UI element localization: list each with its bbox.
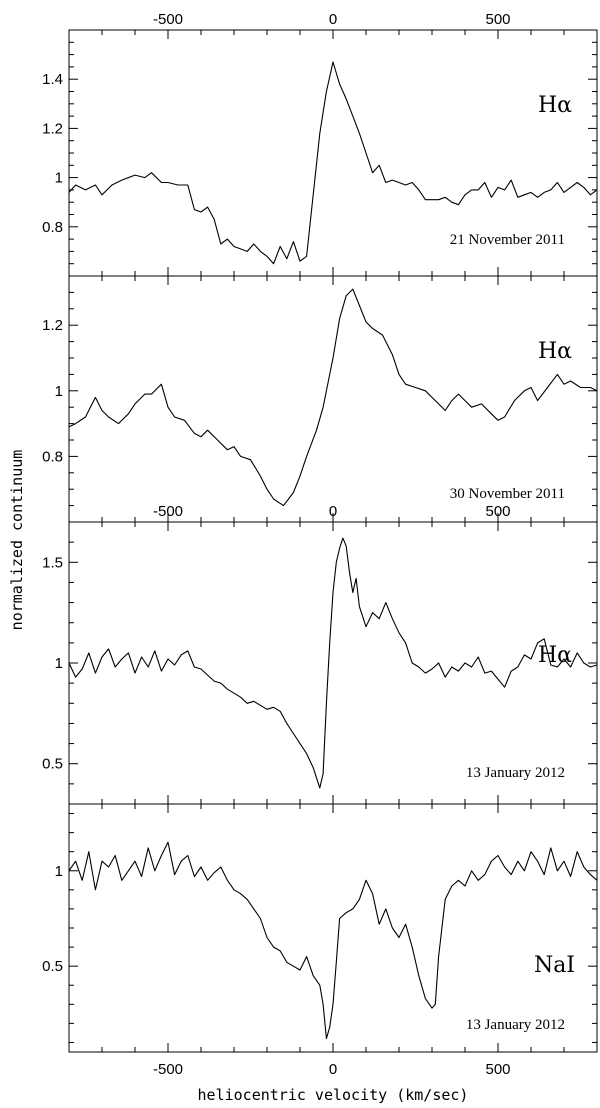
y-tick-label: 1.4 bbox=[42, 71, 63, 88]
panel-halpha-21nov2011: Hα 21 November 2011 0.8 1 1.2 1.4 -500 0 500 bbox=[42, 11, 598, 277]
x-axis-title: heliocentric velocity (km/sec) bbox=[198, 1086, 469, 1104]
y-tick-label: 1 bbox=[55, 383, 63, 400]
panel-nai-13jan2012: NaI 13 January 2012 0.5 1 -500 0 500 bbox=[42, 803, 598, 1078]
x-tick-label: -500 bbox=[153, 1061, 183, 1078]
spectrum-line bbox=[68, 288, 598, 507]
date-label: 21 November 2011 bbox=[450, 232, 565, 248]
y-tick-label: 0.8 bbox=[42, 219, 63, 236]
panel-halpha-30nov2011: Hα 30 November 2011 0.8 1 1.2 bbox=[42, 275, 598, 523]
y-tick-label: 1 bbox=[55, 655, 63, 672]
plot-frame bbox=[68, 803, 598, 1053]
x-tick-label: -500 bbox=[153, 503, 183, 520]
x-tick-label: 500 bbox=[485, 1061, 510, 1078]
y-tick-label: 0.8 bbox=[42, 448, 63, 465]
x-tick-label: 0 bbox=[329, 503, 337, 520]
y-tick-label: 0.5 bbox=[42, 756, 63, 773]
x-tick-label: 0 bbox=[329, 1061, 337, 1078]
spectrum-line bbox=[68, 61, 598, 265]
panel-halpha-13jan2012: Hα 13 January 2012 0.5 1 1.5 -500 0 500 bbox=[42, 503, 598, 805]
date-label: 30 November 2011 bbox=[450, 486, 565, 502]
y-tick-label: 1.2 bbox=[42, 317, 63, 334]
spectrum-line bbox=[68, 537, 598, 789]
line-label: Hα bbox=[538, 339, 572, 364]
y-tick-label: 1 bbox=[55, 170, 63, 187]
x-tick-label: 500 bbox=[485, 503, 510, 520]
line-label: Hα bbox=[538, 93, 572, 118]
y-tick-label: 1.2 bbox=[42, 120, 63, 137]
y-tick-label: 1.5 bbox=[42, 554, 63, 571]
x-tick-label: -500 bbox=[153, 11, 183, 28]
date-label: 13 January 2012 bbox=[466, 1017, 565, 1033]
line-label: NaI bbox=[534, 953, 575, 978]
date-label: 13 January 2012 bbox=[466, 765, 565, 781]
x-tick-label: 500 bbox=[485, 11, 510, 28]
plot-frame bbox=[68, 521, 598, 805]
line-label: Hα bbox=[538, 643, 572, 668]
x-tick-label: 0 bbox=[329, 11, 337, 28]
spectrum-line bbox=[68, 841, 598, 1040]
y-tick-label: 0.5 bbox=[42, 958, 63, 975]
y-axis-title: normalized continuum bbox=[8, 450, 26, 631]
y-tick-label: 1 bbox=[55, 863, 63, 880]
